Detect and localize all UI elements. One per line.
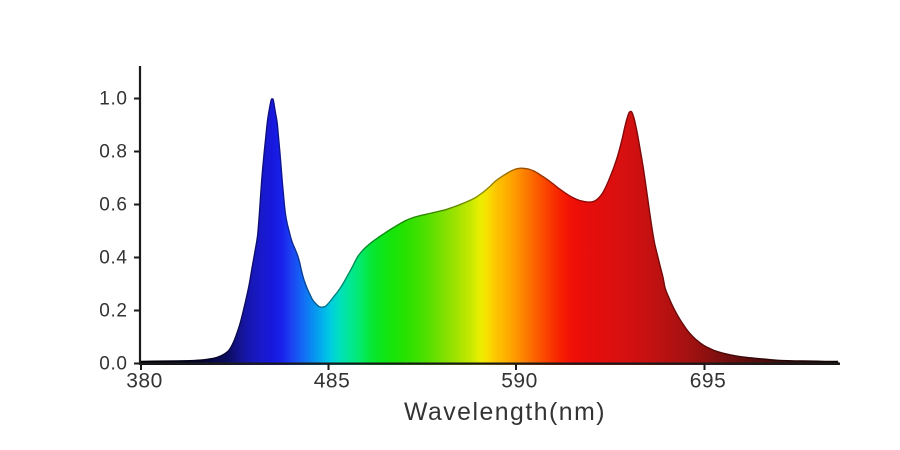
svg-text:0.8: 0.8: [99, 142, 127, 163]
svg-text:0.6: 0.6: [99, 195, 127, 216]
svg-text:380: 380: [126, 370, 163, 393]
svg-text:0.2: 0.2: [99, 301, 127, 322]
svg-text:485: 485: [314, 370, 351, 393]
svg-text:0.4: 0.4: [99, 248, 127, 269]
svg-text:Wavelength(nm): Wavelength(nm): [404, 399, 606, 426]
svg-text:0.0: 0.0: [99, 354, 127, 375]
svg-text:695: 695: [690, 370, 727, 393]
svg-text:590: 590: [501, 370, 538, 393]
svg-text:1.0: 1.0: [99, 89, 127, 110]
